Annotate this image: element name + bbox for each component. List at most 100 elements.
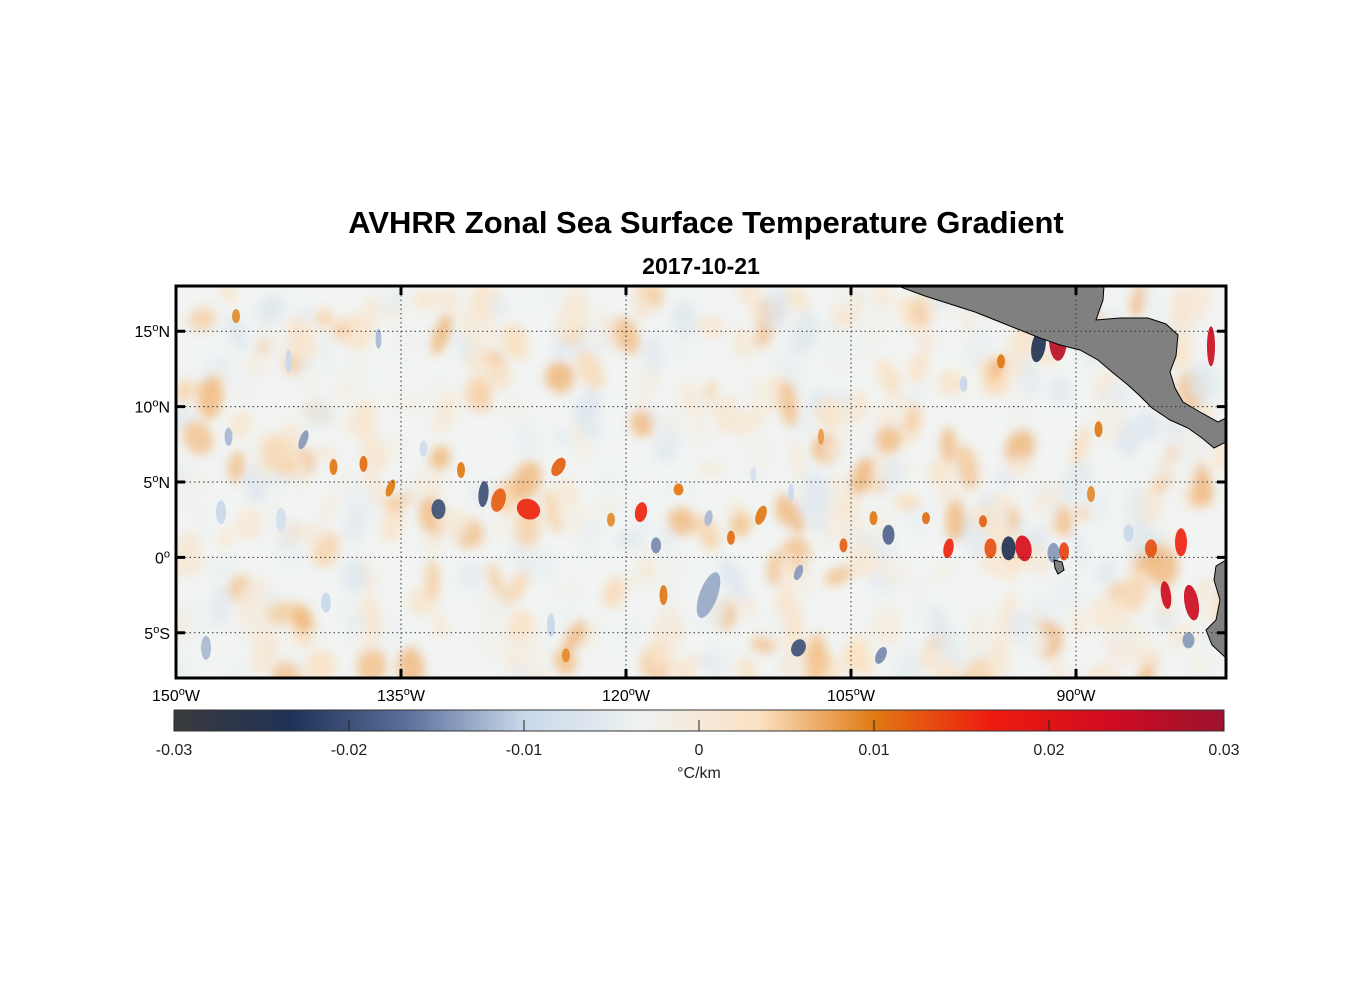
gradient-feature xyxy=(1207,326,1215,367)
texture-cell xyxy=(578,619,602,653)
texture-cell xyxy=(318,333,334,373)
texture-cell xyxy=(654,605,685,651)
texture-cell xyxy=(433,613,448,639)
gradient-feature xyxy=(359,455,368,472)
chart-title: AVHRR Zonal Sea Surface Temperature Grad… xyxy=(348,205,1064,240)
texture-cell xyxy=(1190,654,1211,676)
texture-cell xyxy=(516,631,546,665)
texture-cell xyxy=(538,286,561,309)
gradient-feature xyxy=(431,499,446,520)
texture-cell xyxy=(522,549,555,581)
gradient-feature xyxy=(1059,542,1069,561)
texture-cell xyxy=(696,459,726,477)
gradient-feature xyxy=(634,502,648,523)
texture-cell xyxy=(335,470,358,490)
colorbar: -0.03 -0.02 -0.01 0 0.01 0.02 0.03 °C/km xyxy=(156,709,1240,782)
texture-cell xyxy=(623,620,641,648)
texture-cell xyxy=(235,508,265,540)
colorbar-tick-label: 0 xyxy=(695,742,704,759)
texture-cell xyxy=(298,368,322,392)
gradient-feature xyxy=(943,538,954,559)
texture-cell xyxy=(285,317,317,363)
texture-cell xyxy=(1122,568,1150,613)
texture-cell xyxy=(501,322,530,361)
texture-cell xyxy=(964,328,993,367)
texture-cell xyxy=(304,649,336,678)
texture-cell xyxy=(502,397,523,422)
texture-cell xyxy=(1188,361,1219,405)
texture-cell xyxy=(237,576,272,619)
texture-cell xyxy=(210,352,231,385)
texture-cell xyxy=(218,286,236,305)
texture-cell xyxy=(341,556,368,594)
texture-cell xyxy=(602,576,627,609)
texture-cell xyxy=(261,434,292,472)
gradient-feature xyxy=(659,585,668,606)
colorbar-tick-label: -0.02 xyxy=(331,742,368,759)
texture-cell xyxy=(564,620,587,652)
texture-cell xyxy=(341,362,362,394)
texture-cell xyxy=(413,290,433,311)
texture-cell xyxy=(840,416,855,451)
texture-cell xyxy=(799,552,813,600)
gradient-feature xyxy=(984,538,997,559)
texture-cell xyxy=(671,300,698,338)
texture-cell xyxy=(550,478,580,511)
gradient-feature xyxy=(791,639,806,657)
texture-cell xyxy=(258,293,287,324)
gradient-feature xyxy=(750,467,757,482)
texture-cell xyxy=(1193,598,1216,623)
gradient-feature xyxy=(276,507,286,532)
texture-cell xyxy=(515,420,538,458)
texture-cell xyxy=(559,286,589,333)
texture-cell xyxy=(854,326,876,360)
texture-cell xyxy=(635,518,655,538)
texture-cell xyxy=(512,461,542,501)
gradient-feature xyxy=(696,572,721,618)
gradient-feature xyxy=(385,479,396,497)
gradient-feature xyxy=(478,481,489,508)
texture-cell xyxy=(695,515,721,551)
gradient-feature xyxy=(216,500,226,525)
texture-cell xyxy=(305,402,335,429)
texture-cell xyxy=(217,526,235,549)
texture-cell xyxy=(765,610,786,643)
texture-cell xyxy=(907,351,930,384)
texture-cell xyxy=(228,410,252,439)
texture-cell xyxy=(266,601,298,625)
texture-cell xyxy=(789,438,805,484)
texture-cell xyxy=(182,420,214,455)
texture-cell xyxy=(487,295,511,317)
texture-cell xyxy=(209,584,232,627)
texture-cell xyxy=(1142,287,1164,327)
texture-cell xyxy=(225,315,250,351)
texture-cell xyxy=(1133,409,1162,442)
texture-cell xyxy=(348,610,366,634)
texture-cell xyxy=(703,380,718,401)
gradient-feature xyxy=(562,648,570,663)
texture-cell xyxy=(962,312,975,331)
texture-cell xyxy=(331,320,351,342)
texture-cell xyxy=(777,552,798,598)
gradient-feature xyxy=(1183,584,1200,621)
texture-cell xyxy=(987,637,1004,678)
texture-cell xyxy=(956,444,979,491)
texture-cell xyxy=(385,494,405,514)
texture-cell xyxy=(764,286,790,331)
texture-cell xyxy=(1025,526,1049,551)
texture-cell xyxy=(875,426,903,454)
texture-cell xyxy=(779,380,798,428)
gradient-feature xyxy=(298,430,309,450)
texture-cell xyxy=(188,307,216,332)
texture-cell xyxy=(968,607,990,651)
texture-cell xyxy=(1097,523,1112,542)
texture-cell xyxy=(1094,558,1117,586)
gradient-feature xyxy=(232,309,240,324)
texture-cell xyxy=(936,557,954,582)
texture-cell xyxy=(628,364,656,412)
texture-cell xyxy=(1193,576,1214,604)
texture-cell xyxy=(729,512,752,538)
gradient-feature xyxy=(375,328,382,349)
texture-cell xyxy=(937,369,965,396)
texture-cell xyxy=(686,423,711,444)
